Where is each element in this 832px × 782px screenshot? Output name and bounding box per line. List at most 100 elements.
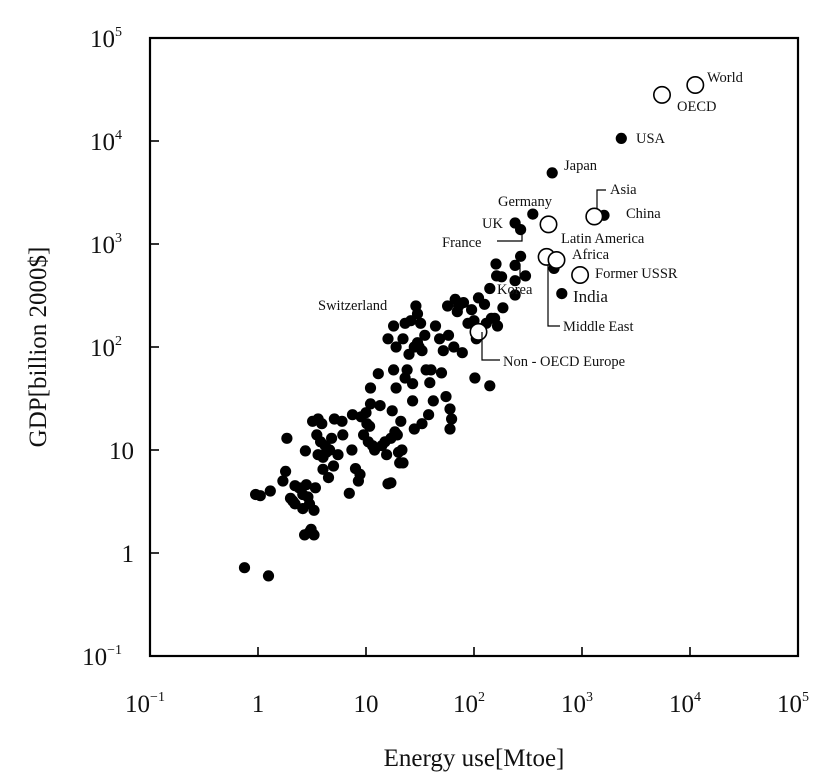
country-point [388, 364, 400, 376]
x-tick-label: 10−1 [125, 690, 165, 718]
country-point [515, 250, 527, 262]
country-point [416, 345, 428, 357]
country-point [254, 490, 266, 502]
region-point [571, 265, 590, 284]
y-tick-label: 102 [90, 334, 122, 362]
label-world: World [707, 70, 744, 86]
country-point [308, 504, 320, 516]
country-point [423, 409, 435, 421]
country-point [401, 364, 413, 376]
country-point [546, 167, 558, 179]
country-point [415, 317, 427, 329]
country-point [519, 270, 532, 282]
country-point [448, 341, 460, 353]
annotations [481, 189, 606, 361]
country-point [469, 372, 481, 384]
country-point [364, 398, 377, 410]
country-point [509, 259, 521, 271]
label-india: India [573, 287, 608, 306]
country-point [382, 333, 394, 345]
country-point [397, 457, 409, 469]
label-non-oecd-europe: Non - OECD Europe [503, 354, 625, 370]
y-tick-label: 1 [122, 541, 135, 568]
country-point [372, 368, 384, 380]
country-point [396, 444, 408, 456]
leader-france [497, 229, 523, 242]
y-tick-label: 104 [90, 128, 122, 156]
country-point [327, 460, 340, 472]
region-point [585, 207, 604, 226]
label-uk: UK [482, 216, 503, 232]
country-point [308, 529, 320, 541]
country-point [437, 345, 449, 357]
country-point [429, 320, 442, 332]
country-point [484, 380, 496, 392]
country-point [419, 329, 431, 341]
country-point [405, 315, 417, 327]
label-korea: Korea [497, 282, 533, 298]
label-asia: Asia [610, 182, 637, 198]
y-tick-label: 10−1 [82, 643, 122, 671]
country-point [446, 413, 458, 425]
country-point [407, 378, 419, 390]
country-point [324, 444, 336, 456]
country-point [440, 391, 452, 403]
country-point [424, 377, 436, 389]
region-point [547, 251, 566, 270]
country-point [407, 395, 419, 407]
country-point [416, 418, 428, 430]
label-china: China [626, 206, 661, 222]
country-point [456, 347, 468, 359]
country-point [336, 415, 348, 427]
country-point [515, 224, 527, 236]
country-point [238, 562, 251, 574]
country-point [390, 341, 402, 353]
country-point [343, 487, 355, 499]
y-tick-label: 10 [109, 438, 134, 465]
leader-asia [596, 189, 606, 209]
country-point [281, 432, 293, 444]
label-japan: Japan [564, 158, 598, 174]
country-point [395, 415, 407, 427]
country-point [309, 482, 321, 494]
x-tick-label: 10 [354, 691, 379, 718]
country-point [556, 288, 568, 300]
y-axis-title: GDP[billion 2000$] [25, 247, 52, 448]
x-axis-title: Energy use[Mtoe] [384, 745, 565, 772]
country-point [442, 300, 454, 312]
region-point [469, 322, 488, 341]
label-usa: USA [636, 131, 666, 147]
country-point [326, 432, 338, 444]
country-point [390, 382, 402, 394]
label-switzerland: Switzerland [318, 298, 388, 314]
country-point [484, 282, 496, 295]
country-point [490, 258, 502, 270]
region-point [686, 76, 705, 95]
country-point [434, 333, 446, 345]
label-africa: Africa [572, 247, 610, 263]
country-point [444, 423, 456, 435]
country-point [360, 407, 372, 419]
label-former-ussr: Former USSR [595, 266, 678, 282]
country-point [427, 395, 439, 407]
country-point [354, 468, 366, 480]
country-point [332, 449, 344, 461]
country-point [425, 364, 437, 376]
country-point [277, 475, 289, 487]
country-point [317, 463, 329, 475]
country-point [262, 570, 275, 582]
country-point [364, 382, 377, 394]
annotation-labels: World OECD USA Japan Asia China Germany … [318, 70, 744, 370]
label-france: France [442, 235, 481, 251]
country-point [300, 479, 312, 491]
country-point [496, 271, 508, 283]
label-germany: Germany [498, 194, 553, 210]
country-point [280, 465, 292, 477]
country-point [364, 420, 376, 432]
x-tick-label: 102 [453, 690, 485, 718]
x-tick-label: 1 [252, 691, 265, 718]
country-point [346, 444, 358, 456]
y-tick-label: 103 [90, 231, 122, 259]
region-point [539, 215, 558, 234]
